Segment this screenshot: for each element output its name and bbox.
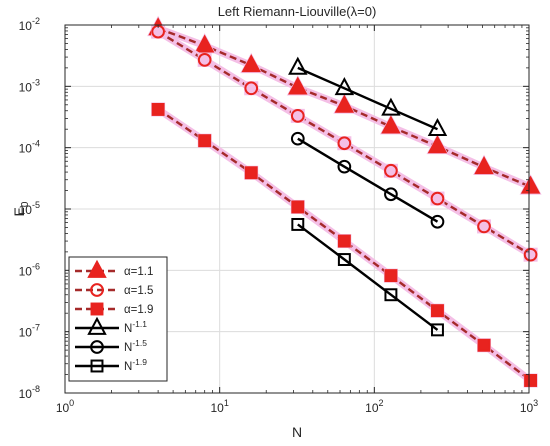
data-point xyxy=(384,288,398,302)
series-6 xyxy=(291,217,444,337)
data-point xyxy=(427,117,448,137)
data-point xyxy=(151,102,165,116)
y-tick-label: 10-2 xyxy=(19,16,40,33)
y-tick-label: 10-6 xyxy=(19,261,40,278)
data-point xyxy=(244,166,258,180)
data-point xyxy=(334,77,355,96)
data-point xyxy=(523,247,538,262)
data-point xyxy=(431,304,444,318)
series-5 xyxy=(290,131,445,229)
data-point xyxy=(337,136,352,151)
data-point xyxy=(198,134,212,148)
data-point xyxy=(384,187,398,202)
data-point xyxy=(337,253,351,266)
axis-ticks: 100 101 102 103 10-8 10-7 10-6 10-5 10-4 10-3 10-2 xyxy=(19,16,539,415)
x-axis-label: N xyxy=(292,424,302,440)
data-point xyxy=(334,94,355,113)
legend-label: N-1.1 xyxy=(124,319,147,335)
y-tick-label: 10-7 xyxy=(19,323,40,340)
legend-entry: N-1.5 xyxy=(75,338,147,354)
data-point xyxy=(290,131,305,146)
y-axis-label: E0 xyxy=(11,201,31,216)
legend-marker xyxy=(87,316,107,335)
x-tick-label: 100 xyxy=(56,398,74,415)
series-line xyxy=(297,223,439,331)
legend-label: N-1.9 xyxy=(124,357,147,373)
legend-entry: α=1.9 xyxy=(75,302,153,316)
legend-label: α=1.1 xyxy=(124,266,153,278)
data-point xyxy=(241,54,261,73)
data-point xyxy=(477,338,491,352)
series-2 xyxy=(151,24,538,262)
y-tick-label: 10-8 xyxy=(19,384,40,401)
x-tick-label: 103 xyxy=(520,398,538,415)
legend-entry: N-1.9 xyxy=(75,357,147,373)
chart-title: Left Riemann-Liouville(λ=0) xyxy=(218,4,377,19)
x-tick-label: 102 xyxy=(365,398,383,415)
data-point xyxy=(431,323,444,337)
legend-marker xyxy=(90,302,104,316)
data-point xyxy=(474,156,494,175)
y-tick-label: 10-5 xyxy=(19,200,40,217)
series-line xyxy=(157,30,532,256)
x-tick-label: 101 xyxy=(210,398,228,415)
data-point xyxy=(291,217,305,231)
y-tick-label: 10-4 xyxy=(19,139,40,156)
data-point xyxy=(197,53,212,67)
legend-marker xyxy=(90,359,104,373)
series-3 xyxy=(151,102,538,388)
data-point xyxy=(337,234,351,248)
legend-label: N-1.5 xyxy=(124,338,147,354)
data-point xyxy=(381,115,401,134)
data-point xyxy=(288,56,308,75)
legend-label: α=1.5 xyxy=(124,285,153,297)
y-axis-label-subscript: 0 xyxy=(20,201,31,207)
data-point xyxy=(427,135,448,154)
series-layer xyxy=(147,15,542,388)
legend: α=1.1 α=1.5 α=1.9 N-1.1 N-1.5 N-1.9 xyxy=(68,256,168,382)
legend-marker xyxy=(90,283,104,297)
y-axis-label-group: E0 xyxy=(11,201,31,216)
legend-label: α=1.9 xyxy=(124,304,153,316)
series-4 xyxy=(288,56,448,137)
data-point xyxy=(290,109,305,123)
y-axis-label-main: E xyxy=(11,207,27,216)
data-point xyxy=(288,76,308,95)
data-point xyxy=(244,81,259,96)
data-point xyxy=(337,159,352,174)
legend-box xyxy=(68,256,168,382)
data-point xyxy=(520,175,541,194)
legend-entry: α=1.5 xyxy=(75,283,153,297)
legend-marker xyxy=(90,340,104,354)
y-tick-label: 10-3 xyxy=(19,77,40,94)
legend-entry: α=1.1 xyxy=(75,259,153,278)
data-point xyxy=(524,374,538,387)
data-point xyxy=(291,200,305,214)
legend-entry: N-1.1 xyxy=(75,316,147,335)
series-line xyxy=(297,66,438,131)
data-point xyxy=(477,219,491,234)
data-point xyxy=(384,163,398,178)
legend-marker xyxy=(87,259,107,278)
data-point xyxy=(384,269,398,283)
data-point xyxy=(430,191,445,206)
series-line xyxy=(297,137,439,223)
data-point xyxy=(430,214,445,229)
data-point xyxy=(194,34,215,53)
data-point xyxy=(381,97,401,116)
